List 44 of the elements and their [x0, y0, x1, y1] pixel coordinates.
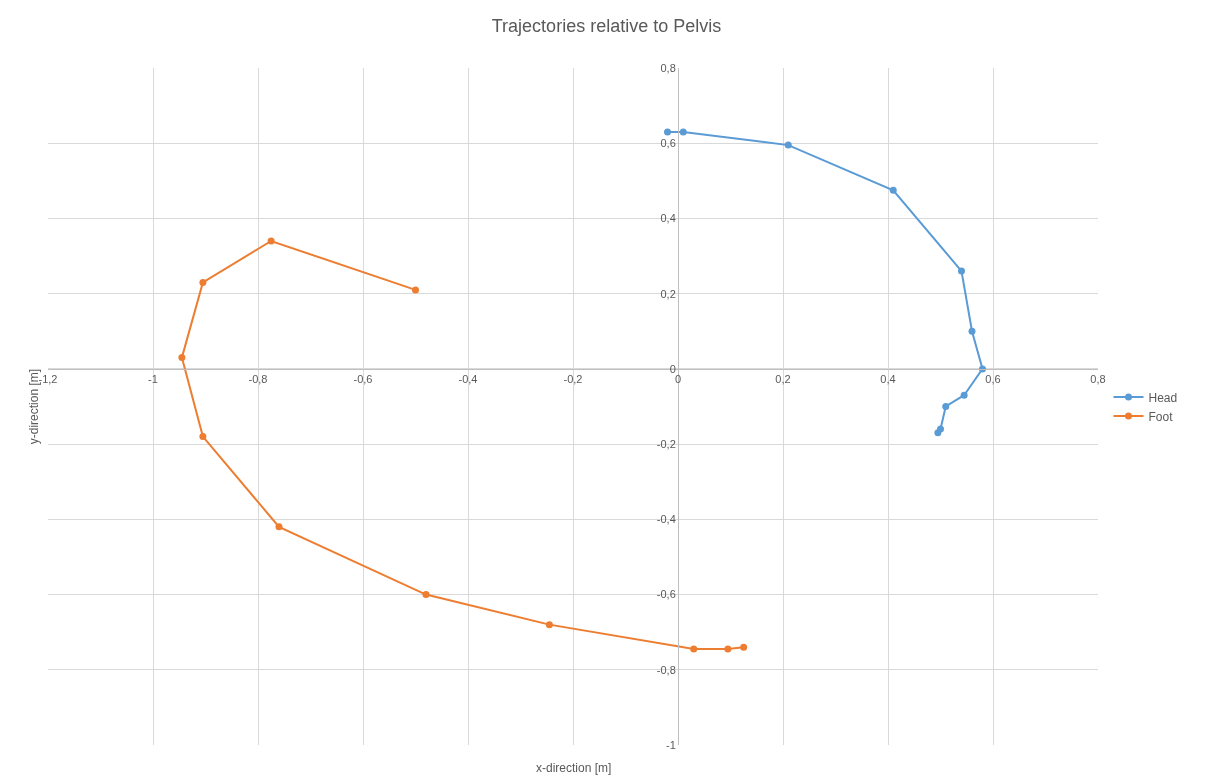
x-axis-title: x-direction [m] [536, 761, 612, 775]
point [968, 327, 976, 335]
point [960, 391, 968, 399]
point [178, 354, 186, 362]
x-tick-label: -0,6 [353, 373, 373, 386]
point [267, 237, 275, 245]
point [958, 267, 965, 275]
point [889, 186, 897, 194]
y-tick-label: -0,8 [656, 663, 676, 676]
point [422, 591, 430, 599]
point [724, 645, 732, 653]
point [690, 645, 698, 653]
y-tick-label: 0 [669, 362, 676, 375]
x-tick-label: -0,2 [563, 373, 583, 386]
x-tick-label: -0,8 [248, 373, 268, 386]
point [942, 403, 950, 410]
point [275, 523, 283, 531]
y-tick-label: 0,8 [660, 61, 676, 74]
point [934, 429, 942, 437]
y-tick-label: 0,4 [660, 212, 676, 225]
point [412, 286, 419, 294]
point [545, 621, 553, 629]
x-tick-label: -0,4 [458, 373, 478, 386]
x-tick-label: 0,8 [1090, 373, 1106, 386]
legend-label: Foot [1148, 409, 1174, 424]
y-tick-label: 0,6 [660, 137, 676, 150]
point [199, 433, 207, 441]
y-tick-label: -1 [666, 738, 676, 751]
chart-title: Trajectories relative to Pelvis [491, 16, 722, 37]
y-tick-label: -0,2 [656, 437, 676, 450]
point [199, 278, 207, 286]
point [664, 128, 671, 136]
point [784, 141, 792, 149]
x-tick-label: -1 [148, 373, 158, 386]
point [740, 643, 748, 651]
y-tick-label: -0,6 [656, 588, 676, 601]
point [679, 128, 687, 136]
x-tick-label: 0,6 [985, 373, 1001, 386]
x-tick-label: 0,2 [775, 373, 791, 386]
legend-label: Head [1148, 390, 1178, 405]
y-tick-label: -0,4 [656, 513, 676, 526]
y-tick-label: 0,2 [660, 287, 676, 300]
x-tick-label: -1,2 [38, 373, 58, 386]
x-tick-label: 0,4 [880, 373, 896, 386]
